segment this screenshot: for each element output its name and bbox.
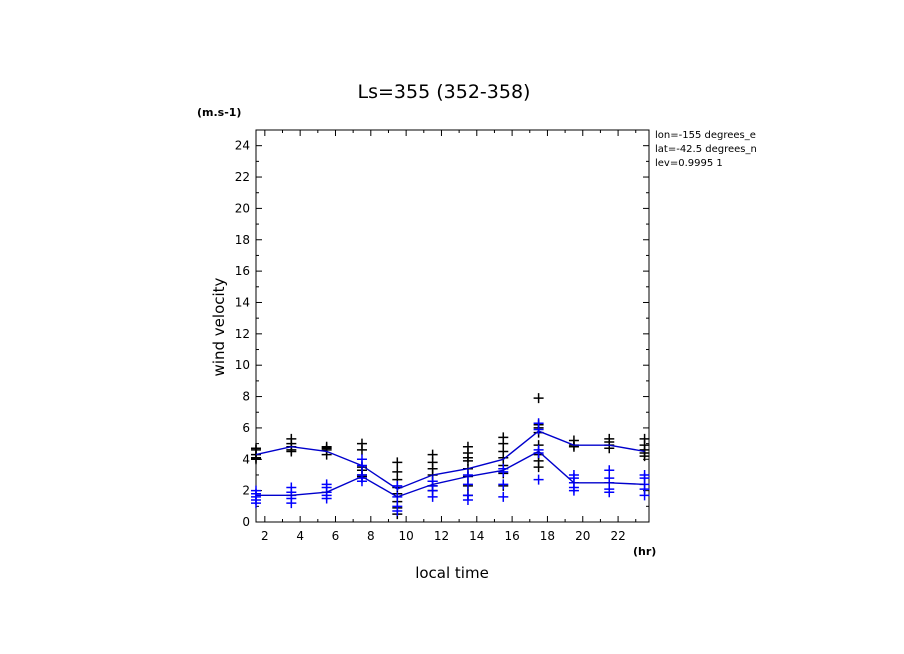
y-tick-label: 8 (242, 390, 250, 404)
scatter-point (639, 490, 650, 501)
x-axis-label: local time (415, 564, 489, 582)
annotation-lat: lat=-42.5 degrees_n (655, 144, 757, 155)
x-tick-label: 6 (332, 529, 340, 543)
scatter-point (356, 460, 367, 471)
y-tick-label: 0 (242, 515, 250, 529)
scatter-point (639, 451, 650, 462)
y-tick-label: 2 (242, 484, 250, 498)
scatter-point (498, 466, 509, 477)
scatter-point (462, 479, 473, 490)
scatter-point (356, 476, 367, 487)
chart-title: Ls=355 (352-358) (358, 81, 531, 103)
scatter-point (251, 454, 261, 465)
scatter-point (462, 469, 473, 480)
scatter-point (251, 498, 261, 509)
scatter-point (533, 393, 544, 404)
x-tick-label: 14 (469, 529, 484, 543)
data-series (251, 393, 650, 520)
y-tick-label: 18 (235, 233, 250, 247)
y-tick-label: 4 (242, 452, 250, 466)
scatter-point (427, 491, 438, 502)
scatter-point (568, 441, 579, 452)
scatter-point (533, 474, 544, 485)
y-tick-label: 16 (235, 264, 250, 278)
y-axis-label: wind velocity (210, 277, 228, 376)
annotation-lev: lev=0.9995 1 (655, 158, 723, 169)
scatter-point (604, 487, 615, 498)
scatter-point (533, 462, 544, 473)
scatter-point (321, 493, 332, 504)
scatter-point (392, 457, 403, 468)
y-tick-label: 6 (242, 421, 250, 435)
x-tick-label: 16 (504, 529, 519, 543)
x-unit-label: (hr) (633, 545, 656, 558)
scatter-point (498, 491, 509, 502)
x-tick-label: 4 (296, 529, 304, 543)
x-tick-label: 2 (261, 529, 269, 543)
scatter-point (286, 498, 297, 509)
x-tick-label: 8 (367, 529, 375, 543)
series-2 (251, 418, 650, 517)
scatter-point (462, 495, 473, 506)
plot-frame (255, 129, 650, 523)
y-tick-label: 10 (235, 358, 250, 372)
scatter-point (392, 480, 403, 491)
y-unit-label: (m.s-1) (197, 106, 241, 119)
x-tick-label: 18 (540, 529, 555, 543)
y-tick-label: 20 (235, 201, 250, 215)
scatter-point (498, 479, 509, 490)
x-tick-label: 20 (575, 529, 590, 543)
series-mean-line (255, 430, 645, 490)
y-tick-label: 12 (235, 327, 250, 341)
scatter-point (392, 506, 403, 517)
series-1 (251, 393, 650, 520)
scatter-point (251, 443, 261, 454)
y-tick-label: 14 (235, 295, 250, 309)
x-tick-label: 12 (434, 529, 449, 543)
y-tick-label: 24 (235, 139, 250, 153)
y-tick-label: 22 (235, 170, 250, 184)
scatter-point (533, 424, 544, 435)
scatter-point (356, 444, 367, 455)
scatter-point (286, 446, 297, 457)
series-mean-line (256, 450, 645, 498)
annotation-lon: lon=-155 degrees_e (655, 130, 756, 141)
scatter-point (568, 485, 579, 496)
x-tick-label: 22 (610, 529, 625, 543)
x-tick-label: 10 (398, 529, 413, 543)
